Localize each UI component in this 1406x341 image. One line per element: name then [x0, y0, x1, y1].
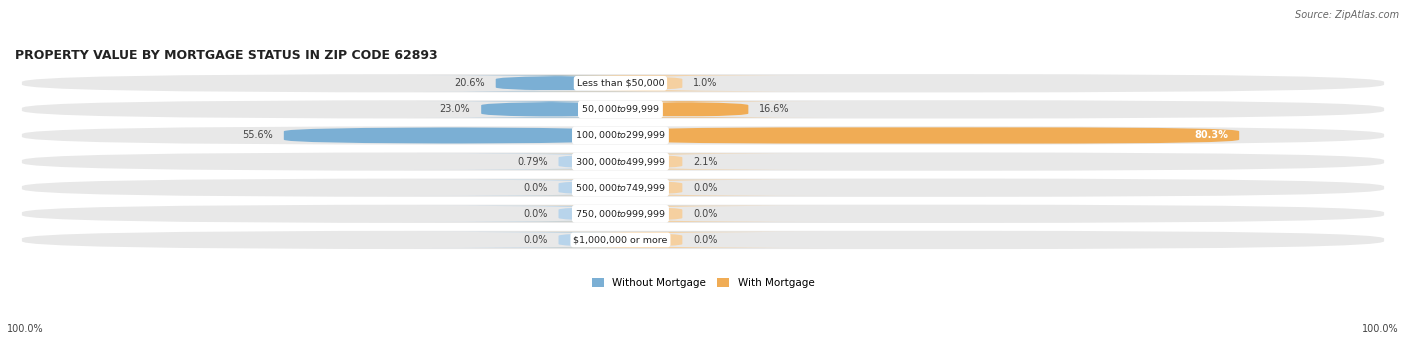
FancyBboxPatch shape: [413, 75, 702, 91]
Text: 0.0%: 0.0%: [523, 183, 547, 193]
FancyBboxPatch shape: [541, 101, 827, 117]
Text: $300,000 to $499,999: $300,000 to $499,999: [575, 155, 666, 167]
FancyBboxPatch shape: [477, 180, 827, 196]
Text: $1,000,000 or more: $1,000,000 or more: [574, 235, 668, 244]
FancyBboxPatch shape: [413, 232, 765, 248]
FancyBboxPatch shape: [22, 100, 1384, 119]
Text: $50,000 to $99,999: $50,000 to $99,999: [581, 103, 659, 115]
Text: $500,000 to $749,999: $500,000 to $749,999: [575, 182, 666, 194]
FancyBboxPatch shape: [22, 205, 1384, 223]
FancyBboxPatch shape: [22, 152, 1384, 171]
Text: 100.0%: 100.0%: [7, 324, 44, 334]
FancyBboxPatch shape: [413, 153, 765, 170]
FancyBboxPatch shape: [22, 127, 1384, 145]
Text: 1.0%: 1.0%: [693, 78, 717, 88]
Text: Less than $50,000: Less than $50,000: [576, 79, 664, 88]
FancyBboxPatch shape: [22, 74, 1384, 92]
Text: 0.0%: 0.0%: [693, 235, 717, 245]
Text: 23.0%: 23.0%: [440, 104, 470, 114]
Text: PROPERTY VALUE BY MORTGAGE STATUS IN ZIP CODE 62893: PROPERTY VALUE BY MORTGAGE STATUS IN ZIP…: [15, 49, 437, 62]
FancyBboxPatch shape: [477, 232, 827, 248]
FancyBboxPatch shape: [477, 206, 827, 222]
Text: 20.6%: 20.6%: [454, 78, 485, 88]
FancyBboxPatch shape: [477, 75, 827, 91]
Text: $750,000 to $999,999: $750,000 to $999,999: [575, 208, 666, 220]
FancyBboxPatch shape: [477, 153, 827, 170]
Text: 16.6%: 16.6%: [759, 104, 790, 114]
FancyBboxPatch shape: [413, 101, 688, 117]
FancyBboxPatch shape: [22, 179, 1384, 197]
Text: 0.0%: 0.0%: [523, 235, 547, 245]
FancyBboxPatch shape: [413, 206, 765, 222]
Text: 0.0%: 0.0%: [693, 209, 717, 219]
Text: 55.6%: 55.6%: [242, 131, 273, 140]
Text: 0.79%: 0.79%: [517, 157, 547, 167]
Text: 2.1%: 2.1%: [693, 157, 718, 167]
FancyBboxPatch shape: [413, 180, 765, 196]
Text: 80.3%: 80.3%: [1194, 131, 1229, 140]
Text: 100.0%: 100.0%: [1362, 324, 1399, 334]
FancyBboxPatch shape: [620, 128, 1239, 144]
Text: $100,000 to $299,999: $100,000 to $299,999: [575, 130, 666, 142]
FancyBboxPatch shape: [22, 231, 1384, 249]
Legend: Without Mortgage, With Mortgage: Without Mortgage, With Mortgage: [592, 278, 814, 288]
Text: Source: ZipAtlas.com: Source: ZipAtlas.com: [1295, 10, 1399, 20]
FancyBboxPatch shape: [284, 128, 620, 144]
Text: 0.0%: 0.0%: [523, 209, 547, 219]
Text: 0.0%: 0.0%: [693, 183, 717, 193]
